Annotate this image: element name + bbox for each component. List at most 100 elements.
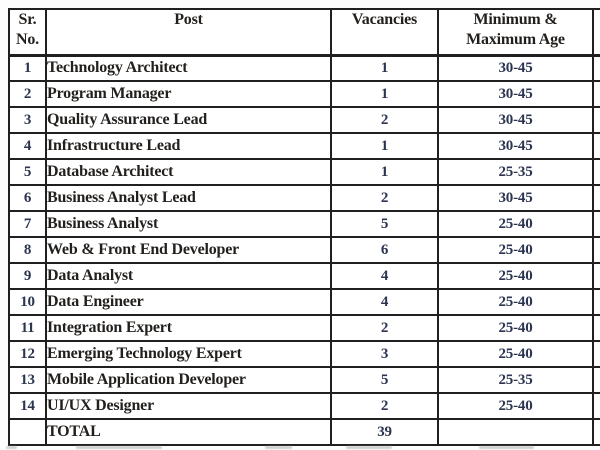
cell-age: 30-45 <box>437 184 594 212</box>
clipped-column-cell <box>592 158 600 186</box>
cell-vacancies: 5 <box>330 366 439 394</box>
cell-post: Business Analyst Lead <box>45 184 332 212</box>
header-cell-post: Post <box>45 8 332 57</box>
cell-post: Business Analyst <box>45 210 332 238</box>
clipped-column-cell <box>592 132 600 160</box>
clipped-column-cell <box>592 106 600 134</box>
cell-age: 30-45 <box>437 106 594 134</box>
clipped-column-cell <box>592 80 600 108</box>
clipped-column-cell <box>592 366 600 394</box>
header-cell-age: Minimum & Maximum Age <box>437 8 594 57</box>
cell-age: 25-40 <box>437 314 594 342</box>
total-label-cell: TOTAL <box>45 418 332 446</box>
cell-post: Program Manager <box>45 80 332 108</box>
cell-post: Quality Assurance Lead <box>45 106 332 134</box>
cell-post: Infrastructure Lead <box>45 132 332 160</box>
clipped-column-cell <box>592 392 600 420</box>
total-row: TOTAL 39 <box>8 418 600 446</box>
cell-post: Emerging Technology Expert <box>45 340 332 368</box>
table-row: 14 UI/UX Designer 2 25-40 <box>8 392 600 420</box>
cell-post: Technology Architect <box>45 54 332 82</box>
total-empty-age-cell <box>437 418 594 446</box>
cell-age: 25-40 <box>437 392 594 420</box>
table-row: 6 Business Analyst Lead 2 30-45 <box>8 184 600 212</box>
cell-age: 25-40 <box>437 262 594 290</box>
header-cell-sr-no: Sr. No. <box>8 8 47 57</box>
cutoff-text-artifact <box>265 446 292 449</box>
cell-age: 30-45 <box>437 80 594 108</box>
table-row: 3 Quality Assurance Lead 2 30-45 <box>8 106 600 134</box>
clipped-column-cell <box>592 288 600 316</box>
recruitment-table: Sr. No. Post Vacancies Minimum & Maximum… <box>8 8 600 446</box>
clipped-column-cell <box>592 314 600 342</box>
clipped-column-cell <box>592 184 600 212</box>
clipped-column-cell <box>592 262 600 290</box>
total-vacancies-cell: 39 <box>330 418 439 446</box>
clipped-column-cell <box>592 54 600 82</box>
cell-post: UI/UX Designer <box>45 392 332 420</box>
cell-vacancies: 2 <box>330 392 439 420</box>
cell-sr-no: 8 <box>8 236 47 264</box>
cell-sr-no: 13 <box>8 366 47 394</box>
cell-post: Database Architect <box>45 158 332 186</box>
cell-vacancies: 1 <box>330 132 439 160</box>
cell-vacancies: 3 <box>330 340 439 368</box>
clipped-column-cell <box>592 210 600 238</box>
cell-post: Web & Front End Developer <box>45 236 332 264</box>
cell-sr-no: 9 <box>8 262 47 290</box>
cell-age: 25-35 <box>437 158 594 186</box>
header-row: Sr. No. Post Vacancies Minimum & Maximum… <box>8 8 600 57</box>
clipped-column-cell <box>592 418 600 446</box>
cell-age: 25-40 <box>437 288 594 316</box>
cell-post: Mobile Application Developer <box>45 366 332 394</box>
clipped-column-cell <box>592 8 600 57</box>
clipped-column-cell <box>592 340 600 368</box>
cell-sr-no: 2 <box>8 80 47 108</box>
cell-vacancies: 5 <box>330 210 439 238</box>
cell-sr-no: 4 <box>8 132 47 160</box>
cell-sr-no: 10 <box>8 288 47 316</box>
table-row: 13 Mobile Application Developer 5 25-35 <box>8 366 600 394</box>
cell-sr-no: 1 <box>8 54 47 82</box>
table-row: 5 Database Architect 1 25-35 <box>8 158 600 186</box>
cell-vacancies: 4 <box>330 288 439 316</box>
cell-post: Integration Expert <box>45 314 332 342</box>
cell-age: 25-35 <box>437 366 594 394</box>
cell-sr-no: 12 <box>8 340 47 368</box>
cell-vacancies: 1 <box>330 80 439 108</box>
cell-sr-no: 5 <box>8 158 47 186</box>
cell-sr-no: 14 <box>8 392 47 420</box>
table-row: 9 Data Analyst 4 25-40 <box>8 262 600 290</box>
cutoff-text-artifact <box>76 446 162 449</box>
table-row: 2 Program Manager 1 30-45 <box>8 80 600 108</box>
table-row: 7 Business Analyst 5 25-40 <box>8 210 600 238</box>
cell-age: 25-40 <box>437 340 594 368</box>
cell-age: 30-45 <box>437 132 594 160</box>
header-cell-vacancies: Vacancies <box>330 8 439 57</box>
total-empty-sr-cell <box>8 418 47 446</box>
cutoff-text-artifact <box>6 446 17 449</box>
cell-vacancies: 2 <box>330 314 439 342</box>
cell-sr-no: 3 <box>8 106 47 134</box>
cell-age: 25-40 <box>437 236 594 264</box>
table-row: 1 Technology Architect 1 30-45 <box>8 54 600 82</box>
cell-vacancies: 2 <box>330 184 439 212</box>
cell-post: Data Engineer <box>45 288 332 316</box>
cell-vacancies: 2 <box>330 106 439 134</box>
cell-vacancies: 1 <box>330 158 439 186</box>
cell-vacancies: 4 <box>330 262 439 290</box>
table-row: 11 Integration Expert 2 25-40 <box>8 314 600 342</box>
cell-age: 30-45 <box>437 54 594 82</box>
cutoff-text-artifact <box>346 446 392 449</box>
cell-age: 25-40 <box>437 210 594 238</box>
cell-vacancies: 6 <box>330 236 439 264</box>
cell-vacancies: 1 <box>330 54 439 82</box>
table-row: 10 Data Engineer 4 25-40 <box>8 288 600 316</box>
table-row: 12 Emerging Technology Expert 3 25-40 <box>8 340 600 368</box>
cell-sr-no: 6 <box>8 184 47 212</box>
cell-post: Data Analyst <box>45 262 332 290</box>
cell-sr-no: 11 <box>8 314 47 342</box>
clipped-column-cell <box>592 236 600 264</box>
table-row: 4 Infrastructure Lead 1 30-45 <box>8 132 600 160</box>
